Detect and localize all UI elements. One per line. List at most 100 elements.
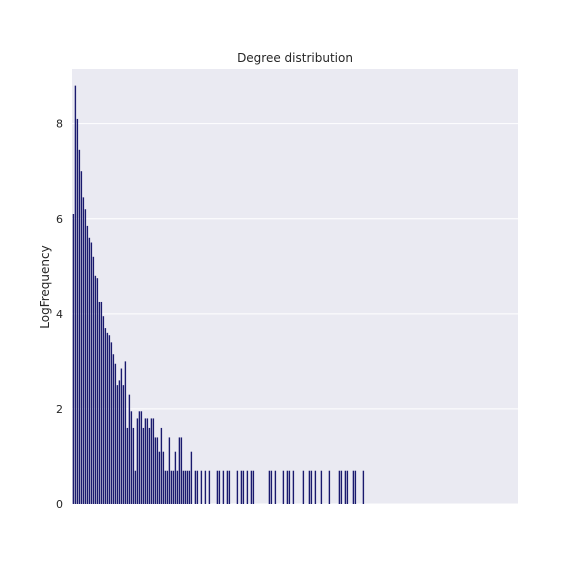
bar: [354, 470, 357, 504]
bar: [340, 470, 343, 504]
bar: [160, 427, 163, 504]
bar: [216, 470, 219, 504]
bar: [166, 470, 169, 504]
grid-lines: [72, 123, 518, 505]
bar: [152, 418, 155, 504]
bar: [168, 437, 171, 504]
y-tick-label: 0: [56, 498, 63, 511]
plot-background: [72, 69, 518, 504]
bar: [270, 470, 273, 504]
bar: [226, 470, 229, 504]
bar: [106, 332, 109, 504]
bar: [154, 437, 157, 504]
bar: [104, 328, 107, 504]
bar: [200, 470, 203, 504]
bar: [282, 470, 285, 504]
chart-title: Degree distribution: [237, 51, 353, 65]
bar: [190, 451, 193, 504]
bar: [240, 470, 243, 504]
bar: [194, 470, 197, 504]
bar: [126, 427, 129, 504]
bar: [138, 411, 141, 504]
bar: [134, 470, 137, 504]
bar: [184, 470, 187, 504]
bar: [78, 149, 81, 504]
bar: [302, 470, 305, 504]
bar: [146, 418, 149, 504]
bar: [242, 470, 245, 504]
bar: [80, 171, 83, 504]
bars: [72, 85, 365, 505]
bar: [320, 470, 323, 504]
bar: [186, 470, 189, 504]
y-tick-label: 6: [56, 213, 63, 226]
bar: [148, 427, 151, 504]
bar: [362, 470, 365, 504]
bar: [72, 214, 75, 504]
bar: [144, 418, 147, 504]
bar: [176, 470, 179, 504]
bar: [246, 470, 249, 504]
bar: [88, 237, 91, 504]
bar: [328, 470, 331, 504]
bar: [308, 470, 311, 504]
bar: [236, 470, 239, 504]
y-tick-labels: 0 2 4 6 8: [56, 118, 63, 511]
bar: [346, 470, 349, 504]
bar: [102, 316, 105, 504]
bar: [172, 470, 175, 504]
bar: [150, 418, 153, 504]
bar: [96, 278, 99, 504]
bar: [180, 437, 183, 504]
bar: [156, 437, 159, 504]
bar: [132, 427, 135, 504]
bar: [174, 451, 177, 504]
bar: [90, 242, 93, 504]
bar: [288, 470, 291, 504]
bar: [110, 342, 113, 504]
y-tick-label: 2: [56, 403, 63, 416]
bar: [292, 470, 295, 504]
bar: [252, 470, 255, 504]
bar: [122, 385, 125, 504]
bar: [94, 275, 97, 504]
bar: [344, 470, 347, 504]
bar: [92, 256, 95, 504]
bar: [128, 394, 131, 504]
bar: [114, 363, 117, 504]
bar: [352, 470, 355, 504]
bar: [314, 470, 317, 504]
bar: [188, 470, 191, 504]
bar: [170, 470, 173, 504]
bar: [204, 470, 207, 504]
bar: [82, 197, 85, 505]
bar: [142, 427, 145, 504]
bar: [74, 85, 77, 504]
bar: [208, 470, 211, 504]
bar: [84, 209, 87, 504]
bar: [162, 451, 165, 504]
bar: [108, 335, 111, 504]
bar: [140, 411, 143, 504]
bar: [124, 361, 127, 504]
bar: [98, 301, 101, 504]
bar: [196, 470, 199, 504]
bar: [112, 354, 115, 504]
bar: [116, 385, 119, 504]
bar: [158, 451, 161, 504]
bar: [228, 470, 231, 504]
y-tick-label: 4: [56, 308, 63, 321]
bar: [130, 411, 133, 504]
bar: [218, 470, 221, 504]
bar: [178, 437, 181, 504]
y-axis-label: LogFrequency: [38, 245, 52, 328]
bar: [310, 470, 313, 504]
y-tick-label: 8: [56, 118, 63, 131]
bar: [182, 470, 185, 504]
bar: [274, 470, 277, 504]
bar: [268, 470, 271, 504]
bar: [222, 470, 225, 504]
bar: [338, 470, 341, 504]
bar: [118, 380, 121, 504]
